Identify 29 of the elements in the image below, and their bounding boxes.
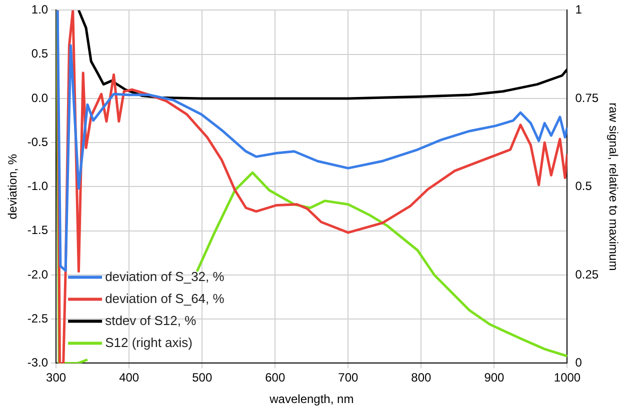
x-axis-title: wavelength, nm bbox=[268, 392, 354, 406]
legend-label: stdev of S12, % bbox=[105, 312, 197, 328]
y-tick-label: -1.5 bbox=[27, 223, 48, 238]
legend-label: S12 (right axis) bbox=[105, 334, 192, 350]
y-tick-label: -2.0 bbox=[27, 267, 48, 282]
x-tick-label: 500 bbox=[192, 370, 212, 385]
y2-tick-label: 0.25 bbox=[575, 267, 599, 282]
legend-label: deviation of S_32, % bbox=[105, 268, 225, 284]
y2-tick-label: 0.75 bbox=[575, 90, 599, 105]
y2-axis-title: raw signal, relative to maximum bbox=[606, 102, 620, 271]
y2-tick-label: 0.5 bbox=[575, 179, 592, 194]
x-tick-label: 1000 bbox=[554, 370, 581, 385]
y2-tick-label: 1 bbox=[575, 2, 582, 17]
y-tick-label: -3.0 bbox=[27, 356, 48, 370]
y-axis-title: deviation, % bbox=[6, 154, 20, 220]
x-tick-label: 900 bbox=[484, 370, 505, 385]
x-tick-label: 800 bbox=[411, 370, 432, 385]
y-tick-label: 0.5 bbox=[31, 46, 48, 61]
legend-label: deviation of S_64, % bbox=[105, 290, 225, 306]
x-tick-label: 400 bbox=[119, 370, 140, 385]
y-tick-label: 1.0 bbox=[31, 2, 48, 17]
x-tick-label: 600 bbox=[265, 370, 286, 385]
y-tick-label: -1.0 bbox=[27, 179, 48, 194]
x-tick-label: 700 bbox=[338, 370, 359, 385]
y2-tick-label: 0 bbox=[575, 356, 582, 370]
y-tick-label: -0.5 bbox=[27, 134, 48, 149]
x-tick-label: 300 bbox=[46, 370, 66, 385]
y-tick-label: 0.0 bbox=[31, 90, 48, 105]
y-tick-label: -2.5 bbox=[27, 311, 48, 326]
